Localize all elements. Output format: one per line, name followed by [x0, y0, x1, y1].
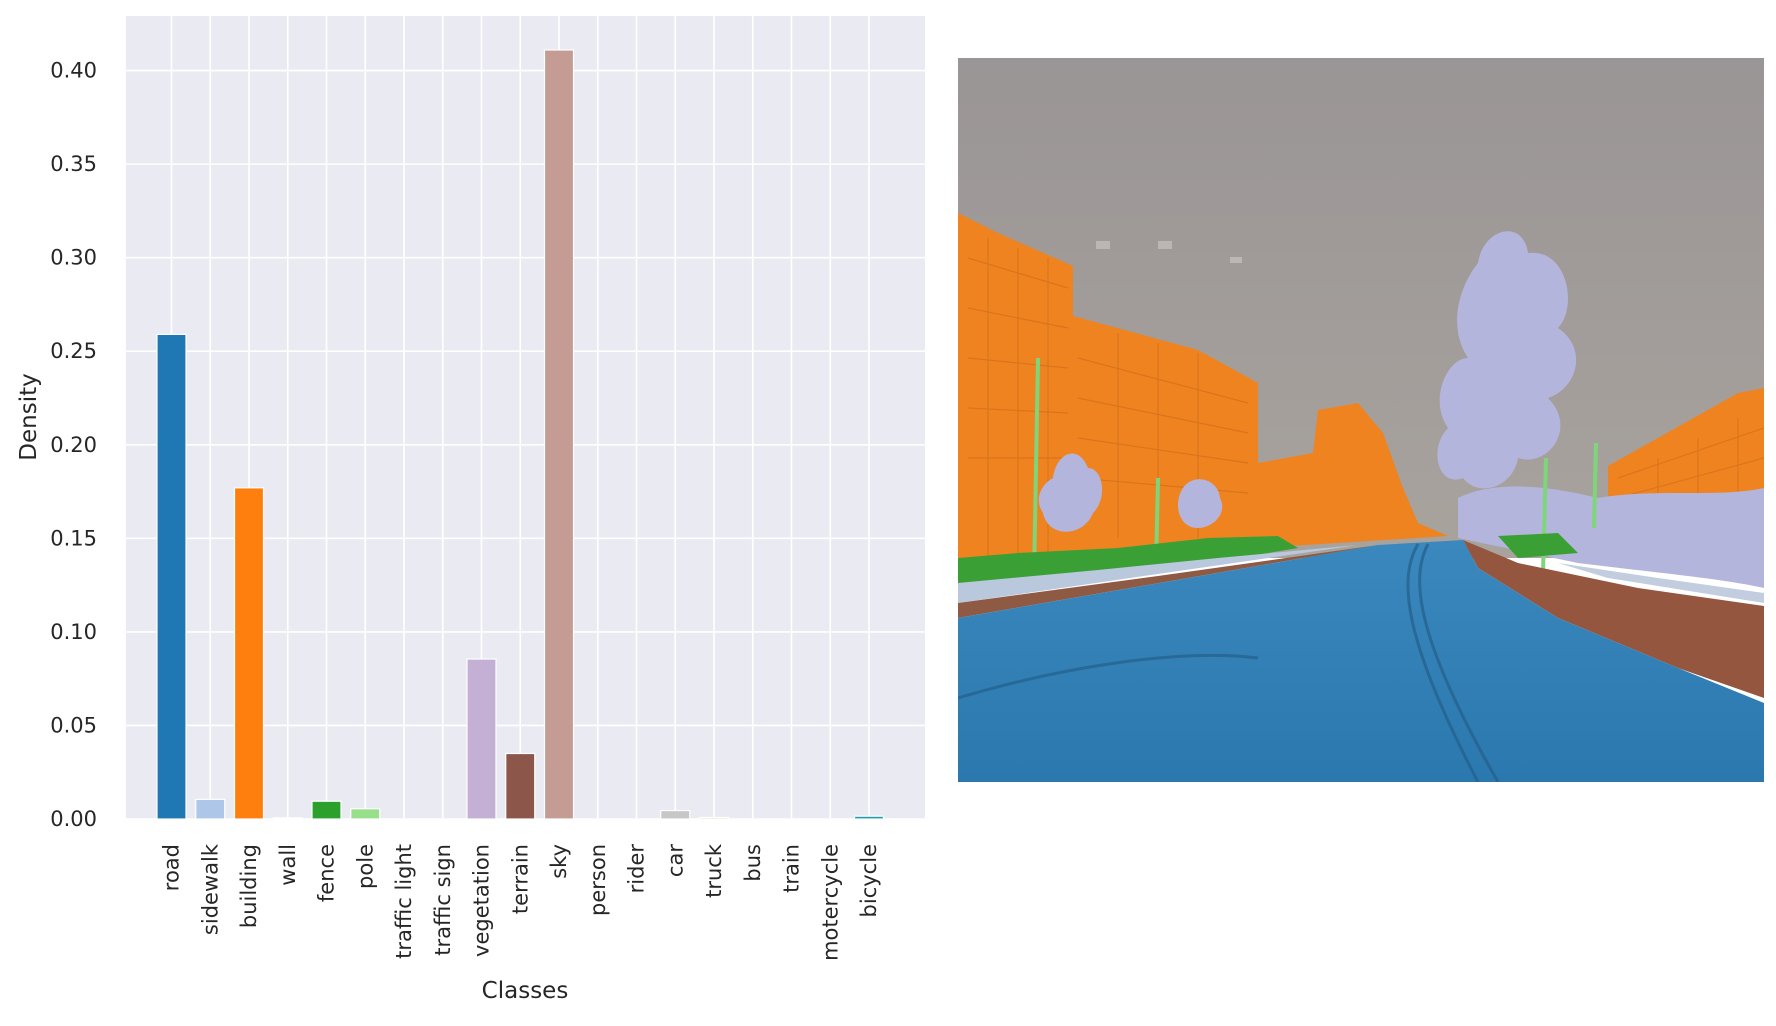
- vegetation-tree-large: [1437, 231, 1577, 489]
- y-tick-label: 0.40: [50, 59, 97, 83]
- x-tick-label: bus: [741, 844, 765, 882]
- sidewalk-region-right: [1558, 563, 1764, 603]
- bar-pole: [350, 808, 381, 820]
- road-markings: [958, 543, 1500, 782]
- y-tick-label: 0.30: [50, 246, 97, 270]
- x-tick-label: sidewalk: [198, 843, 222, 935]
- x-tick-label: person: [586, 844, 610, 916]
- sidewalk-region-left: [958, 545, 1358, 603]
- bar-vegetation: [466, 658, 497, 820]
- x-tick-label: vegetation: [470, 844, 494, 957]
- x-tick-label: pole: [353, 844, 377, 889]
- bar-car: [660, 809, 691, 820]
- y-tick-labels: 0.00 0.05 0.10 0.15 0.20 0.25 0.30 0.35 0.40: [50, 59, 97, 831]
- x-tick-labels: road sidewalk building wall fence pole traffic…: [160, 843, 882, 961]
- vegetation-tree-left: [1038, 453, 1103, 532]
- y-axis-label: Density: [16, 373, 42, 460]
- y-tick-label: 0.00: [50, 807, 97, 831]
- y-tick-label: 0.20: [50, 433, 97, 457]
- x-tick-label: terrain: [508, 844, 532, 914]
- x-tick-label: fence: [315, 844, 339, 902]
- building-region-center: [1258, 403, 1448, 548]
- x-tick-label: road: [160, 844, 184, 891]
- density-bar-chart: 0.00 0.05 0.10 0.15 0.20 0.25 0.30 0.35 0.40 roa…: [16, 16, 925, 1004]
- sky-lights: [1096, 241, 1242, 263]
- x-tick-label: motercycle: [818, 844, 842, 961]
- y-tick-label: 0.10: [50, 620, 97, 644]
- x-tick-label: train: [780, 844, 804, 893]
- bar-bicycle: [853, 815, 885, 820]
- y-tick-label: 0.15: [50, 526, 97, 550]
- y-tick-label: 0.25: [50, 339, 97, 363]
- bar-fence: [311, 800, 342, 820]
- bar-road: [156, 333, 187, 820]
- x-tick-label: building: [237, 844, 261, 928]
- x-tick-label: car: [663, 844, 687, 877]
- bar-sidewalk: [195, 798, 226, 820]
- x-tick-label: sky: [547, 844, 571, 879]
- bar-building: [233, 487, 265, 820]
- x-tick-label: rider: [625, 844, 649, 894]
- x-axis-label: Classes: [482, 978, 569, 1004]
- fence-region-left: [958, 536, 1298, 588]
- y-tick-label: 0.05: [50, 713, 97, 737]
- bar-sky: [543, 49, 575, 820]
- road-region: [958, 540, 1764, 782]
- segmentation-overlay-image: [958, 58, 1764, 782]
- x-tick-label: wall: [276, 844, 300, 886]
- x-tick-label: traffic light: [392, 844, 416, 959]
- bar-truck: [698, 816, 730, 820]
- bar-wall: [272, 817, 303, 820]
- bars: [156, 49, 885, 820]
- x-tick-label: truck: [702, 843, 726, 898]
- x-tick-label: traffic sign: [431, 844, 455, 956]
- building-region-right: [1608, 388, 1764, 520]
- terrain-region-right: [1463, 540, 1764, 698]
- bar-terrain: [505, 752, 536, 820]
- vegetation-bushes-right: [1458, 486, 1764, 588]
- vegetation-tree-mid: [1178, 479, 1223, 528]
- fence-region-right: [1498, 533, 1578, 558]
- x-tick-label: bicycle: [857, 844, 881, 917]
- y-tick-label: 0.35: [50, 152, 97, 176]
